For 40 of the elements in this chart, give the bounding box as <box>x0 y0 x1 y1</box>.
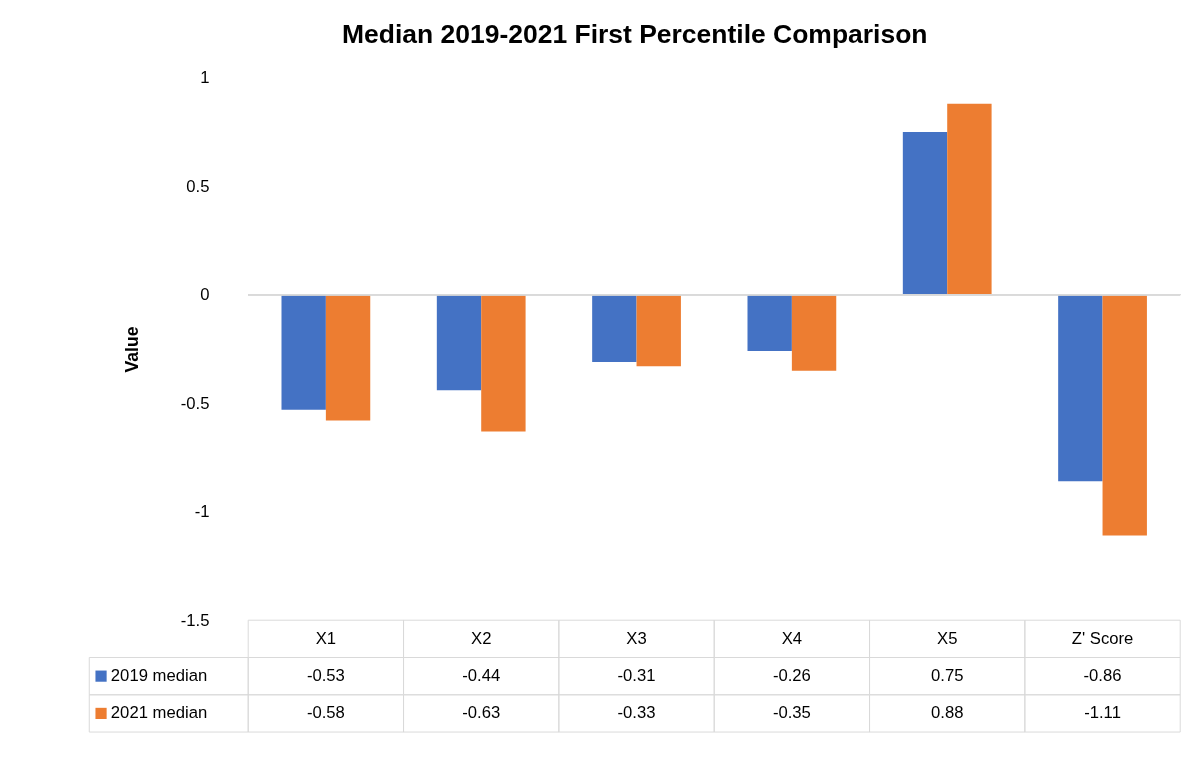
x-tick-label: X4 <box>781 628 803 648</box>
x-tick-label: X3 <box>626 628 647 648</box>
x-tick-label: X1 <box>315 628 337 648</box>
y-tick-label: 1 <box>200 68 210 88</box>
legend-label: 2021 median <box>110 703 208 723</box>
data-label: -0.33 <box>617 703 656 723</box>
legend-label: 2019 median <box>110 666 208 686</box>
x-tick-label: Z' Score <box>1071 628 1134 648</box>
bar <box>791 294 837 371</box>
data-label: -1.11 <box>1084 703 1121 723</box>
data-label: -0.63 <box>462 703 501 723</box>
bar <box>436 294 482 391</box>
data-label: -0.35 <box>772 703 811 723</box>
y-axis-title: Value <box>121 326 142 373</box>
bar <box>636 294 681 367</box>
bar <box>325 294 371 421</box>
data-label: 0.75 <box>931 666 964 686</box>
chart-title: Median 2019-2021 First Percentile Comparison <box>342 19 928 50</box>
bar <box>902 131 948 295</box>
data-label: -0.58 <box>306 703 345 723</box>
data-label: -0.53 <box>306 666 345 686</box>
bar <box>947 103 992 295</box>
bar <box>481 294 526 432</box>
y-tick-label: -0.5 <box>180 393 210 413</box>
y-tick-label: -1 <box>194 502 210 522</box>
bar <box>592 294 637 362</box>
data-label: -0.86 <box>1083 666 1122 686</box>
bar <box>747 294 792 352</box>
data-label: -0.44 <box>462 666 501 686</box>
data-label: 0.88 <box>931 703 964 723</box>
x-tick-label: X2 <box>471 628 492 648</box>
y-tick-label: 0 <box>200 285 210 305</box>
y-tick-label: -1.5 <box>180 610 210 630</box>
y-tick-label: 0.5 <box>186 176 210 196</box>
x-tick-label: X5 <box>937 628 958 648</box>
data-label: -0.31 <box>617 666 656 686</box>
bar <box>1102 294 1147 536</box>
data-label: -0.26 <box>772 666 811 686</box>
bar <box>1058 294 1103 482</box>
bar <box>281 294 326 410</box>
